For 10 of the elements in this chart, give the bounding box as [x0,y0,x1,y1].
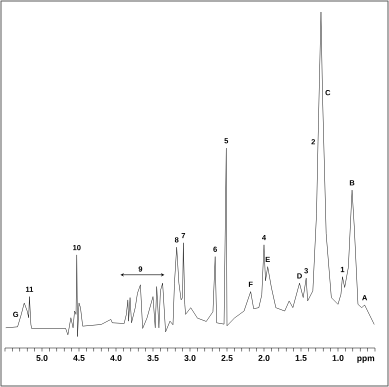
x-tick-label: 3.0 [184,355,196,362]
x-tick-label: 3.5 [147,355,159,362]
x-tick-label: 5.0 [36,355,48,362]
x-tick-label: 1.0 [332,355,344,362]
x-axis-title: ppm [357,356,374,363]
x-tick-label: 4.0 [110,355,122,362]
x-tick-label: 2.5 [221,355,233,362]
x-tick-label: 1.5 [296,355,307,361]
x-tick-label: 2.0 [258,355,270,362]
x-tick-label: 4.5 [73,355,85,361]
